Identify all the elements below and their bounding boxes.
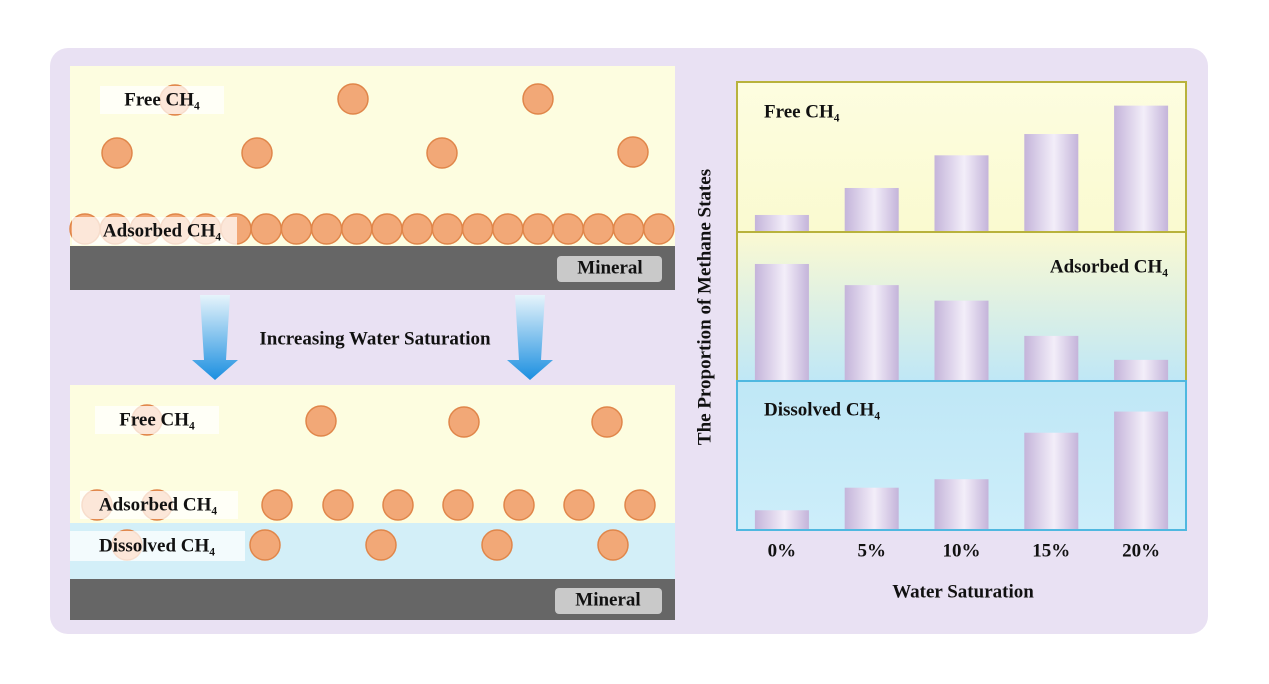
- mineral-box: [555, 588, 662, 614]
- bar: [1114, 359, 1169, 381]
- methane-molecule: [401, 213, 433, 245]
- y-axis-title: The Proportion of Methane States: [694, 169, 715, 445]
- methane-molecule: [442, 489, 474, 521]
- methane-molecule: [241, 137, 273, 169]
- methane-molecule: [624, 489, 656, 521]
- methane-molecule: [448, 406, 480, 438]
- free-label: Free CH₄: [124, 89, 200, 110]
- x-tick-label: 5%: [857, 540, 886, 561]
- methane-molecule: [552, 213, 584, 245]
- methane-molecule: [597, 529, 629, 561]
- methane-molecule: [617, 136, 649, 168]
- methane-molecule: [382, 489, 414, 521]
- methane-molecule: [101, 137, 133, 169]
- methane-molecule: [431, 213, 464, 245]
- bar: [754, 263, 809, 381]
- methane-molecule: [522, 213, 554, 245]
- bar: [844, 187, 899, 232]
- label-box: [72, 217, 237, 245]
- x-tick-label: 15%: [1032, 540, 1070, 561]
- methane-molecule: [591, 406, 623, 438]
- methane-molecule: [371, 213, 403, 245]
- arrow-label: Increasing Water Saturation: [259, 328, 491, 349]
- methane-molecule: [337, 83, 369, 115]
- methane-molecule: [365, 529, 397, 561]
- bar: [1024, 432, 1079, 530]
- label-box: [95, 406, 219, 434]
- x-tick-label: 0%: [768, 540, 797, 561]
- methane-molecule: [643, 213, 675, 245]
- bar: [754, 510, 809, 530]
- methane-molecule: [280, 213, 313, 245]
- methane-molecule: [261, 489, 293, 521]
- x-tick-label: 10%: [943, 540, 981, 561]
- label-box: [100, 86, 224, 114]
- bar: [934, 479, 989, 530]
- arrow: [192, 295, 238, 380]
- dissolved-label: Dissolved CH₄: [99, 535, 215, 556]
- methane-molecule: [249, 529, 281, 561]
- bar: [844, 487, 899, 530]
- bar: [1024, 335, 1079, 381]
- bar: [1114, 105, 1169, 232]
- methane-molecule: [503, 489, 535, 521]
- bar: [1024, 134, 1079, 232]
- free-label: Free CH₄: [119, 409, 195, 430]
- x-tick-label: 20%: [1122, 540, 1160, 561]
- label-box: [70, 531, 245, 561]
- methane-molecule: [522, 83, 554, 115]
- mineral-label: Mineral: [575, 589, 640, 610]
- methane-molecule: [341, 213, 373, 245]
- panel-label: Free CH₄: [764, 101, 840, 122]
- adsorbed-label: Adsorbed CH₄: [99, 494, 217, 515]
- methane-molecule: [305, 405, 337, 437]
- bar: [1114, 411, 1169, 530]
- mineral-box: [557, 256, 662, 282]
- panel-border: [736, 380, 1187, 531]
- panel-label: Adsorbed CH₄: [1050, 256, 1168, 277]
- methane-molecule: [322, 489, 354, 521]
- bar: [754, 214, 809, 232]
- bar: [934, 155, 989, 232]
- methane-molecule: [582, 213, 615, 245]
- arrow: [507, 295, 553, 380]
- methane-molecule: [481, 529, 513, 561]
- methane-molecule: [426, 137, 458, 169]
- methane-molecule: [563, 489, 595, 521]
- panel-label: Dissolved CH₄: [764, 399, 880, 420]
- x-axis-title: Water Saturation: [892, 581, 1034, 602]
- bar: [844, 285, 899, 381]
- chart: Free CH₄ Adsorbed CH₄ Dissolved CH₄ 0% 5% 10%…: [694, 81, 1187, 602]
- methane-molecule: [612, 213, 645, 245]
- methane-molecule: [310, 213, 343, 245]
- mineral-label: Mineral: [577, 257, 642, 278]
- methane-molecule: [492, 213, 524, 245]
- adsorbed-label: Adsorbed CH₄: [103, 220, 221, 241]
- label-box: [80, 491, 238, 519]
- bar: [934, 300, 989, 381]
- methane-molecule: [461, 213, 494, 245]
- methane-molecule: [250, 213, 282, 245]
